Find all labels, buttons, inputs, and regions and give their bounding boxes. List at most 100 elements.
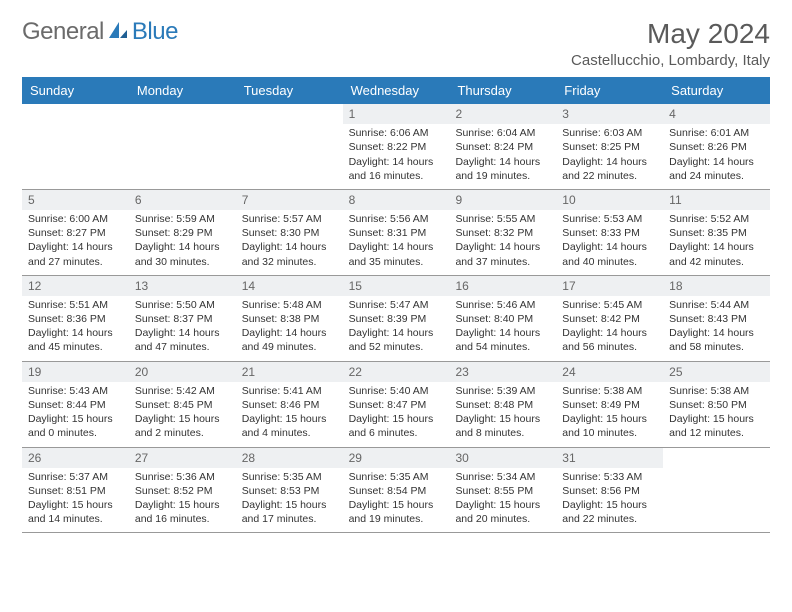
logo-sail-icon: [107, 20, 129, 45]
day-number: 23: [455, 365, 468, 379]
daylight1-text: Daylight: 15 hours: [242, 498, 337, 512]
calendar-cell: 10Sunrise: 5:53 AMSunset: 8:33 PMDayligh…: [556, 190, 663, 275]
daynum-row: 8: [343, 190, 450, 210]
daylight2-text: and 19 minutes.: [349, 512, 444, 526]
daylight2-text: and 0 minutes.: [28, 426, 123, 440]
calendar-cell: 17Sunrise: 5:45 AMSunset: 8:42 PMDayligh…: [556, 276, 663, 361]
daynum-row: 2: [449, 104, 556, 124]
sunset-text: Sunset: 8:36 PM: [28, 312, 123, 326]
sunset-text: Sunset: 8:22 PM: [349, 140, 444, 154]
daynum-row: 17: [556, 276, 663, 296]
daylight2-text: and 52 minutes.: [349, 340, 444, 354]
daylight1-text: Daylight: 14 hours: [562, 326, 657, 340]
sunrise-text: Sunrise: 5:43 AM: [28, 384, 123, 398]
daylight1-text: Daylight: 15 hours: [28, 412, 123, 426]
day-number: 16: [455, 279, 468, 293]
day-number: 8: [349, 193, 356, 207]
daylight1-text: Daylight: 14 hours: [455, 326, 550, 340]
daylight2-text: and 37 minutes.: [455, 255, 550, 269]
sunset-text: Sunset: 8:52 PM: [135, 484, 230, 498]
daylight2-text: and 35 minutes.: [349, 255, 444, 269]
calendar-cell: 22Sunrise: 5:40 AMSunset: 8:47 PMDayligh…: [343, 362, 450, 447]
day-number: 28: [242, 451, 255, 465]
calendar-cell: 18Sunrise: 5:44 AMSunset: 8:43 PMDayligh…: [663, 276, 770, 361]
sunrise-text: Sunrise: 5:50 AM: [135, 298, 230, 312]
daylight1-text: Daylight: 14 hours: [349, 155, 444, 169]
daynum-row: 21: [236, 362, 343, 382]
daylight2-text: and 40 minutes.: [562, 255, 657, 269]
daylight2-text: and 16 minutes.: [135, 512, 230, 526]
daylight1-text: Daylight: 14 hours: [455, 155, 550, 169]
day-number: 3: [562, 107, 569, 121]
daylight1-text: Daylight: 14 hours: [562, 155, 657, 169]
day-number: 14: [242, 279, 255, 293]
daynum-row: 4: [663, 104, 770, 124]
daylight2-text: and 56 minutes.: [562, 340, 657, 354]
week-row: 5Sunrise: 6:00 AMSunset: 8:27 PMDaylight…: [22, 190, 770, 276]
daynum-row: 12: [22, 276, 129, 296]
sunrise-text: Sunrise: 6:01 AM: [669, 126, 764, 140]
calendar-cell: 2 Sunrise: 6:04 AMSunset: 8:24 PMDaylight…: [449, 104, 556, 189]
sunset-text: Sunset: 8:26 PM: [669, 140, 764, 154]
sunset-text: Sunset: 8:32 PM: [455, 226, 550, 240]
calendar: Sunday Monday Tuesday Wednesday Thursday…: [22, 77, 770, 533]
daylight1-text: Daylight: 15 hours: [455, 498, 550, 512]
daynum-row: 20: [129, 362, 236, 382]
sunrise-text: Sunrise: 5:59 AM: [135, 212, 230, 226]
calendar-cell: 14Sunrise: 5:48 AMSunset: 8:38 PMDayligh…: [236, 276, 343, 361]
calendar-cell: 29Sunrise: 5:35 AMSunset: 8:54 PMDayligh…: [343, 448, 450, 533]
daylight2-text: and 49 minutes.: [242, 340, 337, 354]
daylight2-text: and 32 minutes.: [242, 255, 337, 269]
sunset-text: Sunset: 8:31 PM: [349, 226, 444, 240]
daynum-row: 7: [236, 190, 343, 210]
day-header: Tuesday: [236, 77, 343, 104]
day-header: Friday: [556, 77, 663, 104]
daylight1-text: Daylight: 14 hours: [242, 240, 337, 254]
daynum-row: 16: [449, 276, 556, 296]
daynum-row: 14: [236, 276, 343, 296]
sunrise-text: Sunrise: 5:48 AM: [242, 298, 337, 312]
calendar-cell: 1Sunrise: 6:06 AMSunset: 8:22 PMDaylight…: [343, 104, 450, 189]
daylight1-text: Daylight: 15 hours: [28, 498, 123, 512]
sunset-text: Sunset: 8:44 PM: [28, 398, 123, 412]
daylight2-text: and 17 minutes.: [242, 512, 337, 526]
day-number: 11: [669, 193, 681, 207]
daynum-row: 31: [556, 448, 663, 468]
daylight1-text: Daylight: 15 hours: [242, 412, 337, 426]
sunrise-text: Sunrise: 5:57 AM: [242, 212, 337, 226]
calendar-cell: 20Sunrise: 5:42 AMSunset: 8:45 PMDayligh…: [129, 362, 236, 447]
sunrise-text: Sunrise: 6:04 AM: [455, 126, 550, 140]
calendar-cell: 23Sunrise: 5:39 AMSunset: 8:48 PMDayligh…: [449, 362, 556, 447]
sunrise-text: Sunrise: 6:00 AM: [28, 212, 123, 226]
daylight2-text: and 54 minutes.: [455, 340, 550, 354]
calendar-cell: 6Sunrise: 5:59 AMSunset: 8:29 PMDaylight…: [129, 190, 236, 275]
day-number: 7: [242, 193, 249, 207]
daylight1-text: Daylight: 14 hours: [135, 240, 230, 254]
calendar-cell: 4Sunrise: 6:01 AMSunset: 8:26 PMDaylight…: [663, 104, 770, 189]
day-header: Thursday: [449, 77, 556, 104]
daynum-row: 3: [556, 104, 663, 124]
sunrise-text: Sunrise: 5:55 AM: [455, 212, 550, 226]
sunset-text: Sunset: 8:30 PM: [242, 226, 337, 240]
sunset-text: Sunset: 8:40 PM: [455, 312, 550, 326]
daylight1-text: Daylight: 15 hours: [562, 412, 657, 426]
daylight1-text: Daylight: 14 hours: [455, 240, 550, 254]
daylight1-text: Daylight: 14 hours: [349, 240, 444, 254]
sunset-text: Sunset: 8:24 PM: [455, 140, 550, 154]
daynum-row: 5: [22, 190, 129, 210]
day-number: 15: [349, 279, 362, 293]
logo-text-blue: Blue: [132, 18, 178, 46]
calendar-cell: [663, 448, 770, 533]
sunrise-text: Sunrise: 5:34 AM: [455, 470, 550, 484]
week-row: 19Sunrise: 5:43 AMSunset: 8:44 PMDayligh…: [22, 362, 770, 448]
day-number: 22: [349, 365, 362, 379]
daylight1-text: Daylight: 14 hours: [669, 326, 764, 340]
calendar-cell: 8Sunrise: 5:56 AMSunset: 8:31 PMDaylight…: [343, 190, 450, 275]
logo-text-general: General: [22, 18, 104, 46]
calendar-cell: 24Sunrise: 5:38 AMSunset: 8:49 PMDayligh…: [556, 362, 663, 447]
sunset-text: Sunset: 8:43 PM: [669, 312, 764, 326]
daylight1-text: Daylight: 15 hours: [669, 412, 764, 426]
daylight2-text: and 45 minutes.: [28, 340, 123, 354]
day-number: 21: [242, 365, 255, 379]
day-number: 25: [669, 365, 682, 379]
